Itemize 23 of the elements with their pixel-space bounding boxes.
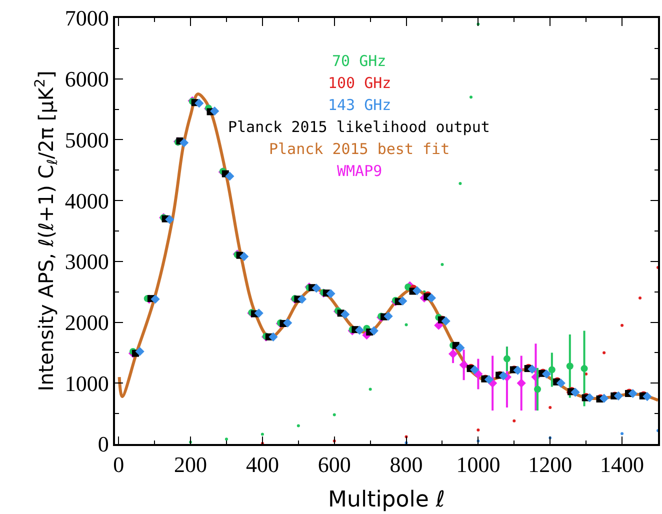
y-tick-label: 0: [98, 432, 109, 457]
x-tick-label: 1000: [456, 452, 500, 478]
x-axis-title: Multipole ℓ: [328, 488, 445, 513]
text: 70 GHz: [332, 52, 386, 70]
x-tick-label: 800: [390, 452, 423, 478]
text: WMAP9: [337, 162, 382, 180]
text: Planck 2015 best fit: [269, 140, 450, 158]
y-tick-label: 6000: [64, 66, 109, 92]
x-tick-label: 600: [318, 452, 351, 478]
series-label: Planck 2015 likelihood output: [228, 118, 490, 136]
y-tick-label: 1000: [64, 370, 109, 396]
x-tick-label: 1200: [528, 452, 572, 478]
x-tick-label: 1400: [600, 452, 644, 478]
x-tick-label: 200: [174, 452, 208, 478]
y-tick-label: 2000: [64, 310, 109, 335]
x-tick-label: 400: [246, 452, 279, 478]
y-tick-label: 4000: [64, 188, 109, 214]
y-tick-label: 7000: [64, 6, 109, 31]
text: 143 GHz: [328, 96, 392, 114]
y-tick-label: 3000: [64, 249, 109, 274]
text: 100 GHz: [328, 74, 392, 92]
y-tick-label: 5000: [64, 127, 109, 152]
x-tick-label: 0: [113, 452, 124, 478]
